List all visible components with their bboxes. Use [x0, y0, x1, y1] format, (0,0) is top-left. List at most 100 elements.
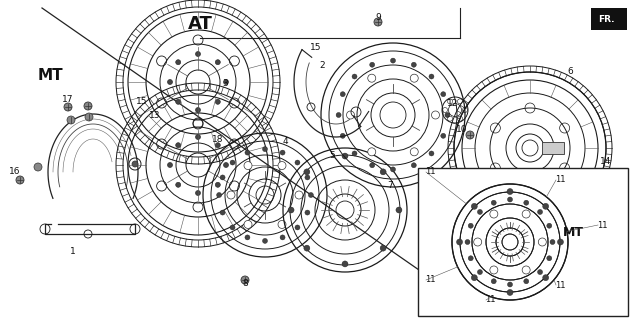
Circle shape — [507, 197, 513, 202]
Text: 10: 10 — [456, 125, 468, 134]
Text: 9: 9 — [375, 13, 381, 22]
Circle shape — [262, 238, 267, 244]
Circle shape — [278, 220, 286, 228]
Circle shape — [391, 167, 396, 172]
Circle shape — [507, 282, 513, 287]
Circle shape — [295, 225, 300, 230]
Text: 12: 12 — [447, 99, 459, 108]
Circle shape — [220, 210, 225, 215]
Circle shape — [167, 163, 173, 167]
Circle shape — [471, 203, 477, 209]
Circle shape — [370, 163, 375, 168]
Circle shape — [429, 151, 434, 156]
Circle shape — [340, 92, 345, 97]
Circle shape — [491, 200, 496, 205]
Circle shape — [244, 220, 252, 228]
Circle shape — [245, 235, 250, 240]
Circle shape — [304, 245, 310, 251]
Circle shape — [368, 148, 376, 156]
Circle shape — [411, 62, 416, 67]
Circle shape — [411, 163, 416, 168]
Text: 15: 15 — [310, 44, 322, 52]
Circle shape — [391, 58, 396, 63]
Circle shape — [295, 160, 300, 165]
Text: 16: 16 — [9, 167, 21, 177]
Circle shape — [340, 133, 345, 138]
Circle shape — [543, 275, 549, 281]
Circle shape — [429, 74, 434, 79]
Circle shape — [538, 210, 542, 214]
Circle shape — [280, 235, 285, 240]
Circle shape — [195, 190, 200, 196]
Circle shape — [410, 74, 418, 82]
Circle shape — [468, 223, 473, 228]
Circle shape — [466, 131, 474, 139]
Text: 5: 5 — [329, 150, 335, 159]
Circle shape — [308, 193, 313, 197]
Text: 11: 11 — [597, 220, 607, 229]
Circle shape — [441, 133, 446, 138]
Circle shape — [336, 113, 341, 117]
Circle shape — [410, 148, 418, 156]
Circle shape — [474, 238, 482, 246]
Circle shape — [456, 239, 463, 245]
Circle shape — [507, 188, 513, 195]
Circle shape — [346, 111, 355, 119]
Text: 18: 18 — [212, 135, 224, 145]
Circle shape — [547, 223, 552, 228]
Circle shape — [224, 163, 229, 167]
Circle shape — [167, 79, 173, 84]
Text: 11: 11 — [485, 295, 495, 305]
Circle shape — [471, 275, 477, 281]
Circle shape — [84, 102, 92, 110]
Text: 4: 4 — [282, 138, 288, 147]
Circle shape — [441, 92, 446, 97]
Circle shape — [490, 266, 498, 274]
Circle shape — [34, 163, 42, 171]
Circle shape — [220, 175, 225, 180]
Circle shape — [490, 210, 498, 218]
Circle shape — [380, 169, 386, 175]
Circle shape — [195, 52, 200, 57]
Circle shape — [538, 269, 542, 275]
Circle shape — [491, 279, 496, 284]
Circle shape — [374, 18, 382, 26]
Circle shape — [432, 111, 439, 119]
Circle shape — [244, 162, 252, 170]
Circle shape — [176, 182, 181, 187]
Circle shape — [524, 279, 529, 284]
Text: 13: 13 — [149, 110, 161, 119]
Circle shape — [396, 207, 402, 213]
Circle shape — [132, 161, 138, 167]
Circle shape — [524, 200, 529, 205]
Circle shape — [468, 256, 473, 261]
Circle shape — [522, 266, 530, 274]
Text: 2: 2 — [319, 61, 325, 70]
Circle shape — [195, 134, 200, 140]
Circle shape — [217, 193, 222, 197]
Circle shape — [305, 210, 310, 215]
Circle shape — [216, 99, 221, 104]
Circle shape — [305, 175, 310, 180]
Circle shape — [507, 290, 513, 295]
Circle shape — [538, 238, 546, 246]
Circle shape — [342, 153, 348, 159]
Circle shape — [278, 162, 286, 170]
Circle shape — [216, 60, 221, 65]
Bar — [591, 8, 627, 30]
Text: 14: 14 — [600, 157, 612, 166]
Circle shape — [195, 108, 200, 113]
Text: 11: 11 — [425, 276, 435, 284]
Circle shape — [477, 210, 482, 214]
Circle shape — [176, 99, 181, 104]
Circle shape — [550, 239, 555, 244]
Circle shape — [64, 103, 72, 111]
Circle shape — [368, 74, 376, 82]
Circle shape — [547, 256, 552, 261]
Circle shape — [352, 74, 357, 79]
Circle shape — [176, 60, 181, 65]
Circle shape — [230, 160, 235, 165]
Text: 15: 15 — [137, 97, 148, 106]
Circle shape — [85, 113, 93, 121]
Circle shape — [262, 147, 267, 152]
